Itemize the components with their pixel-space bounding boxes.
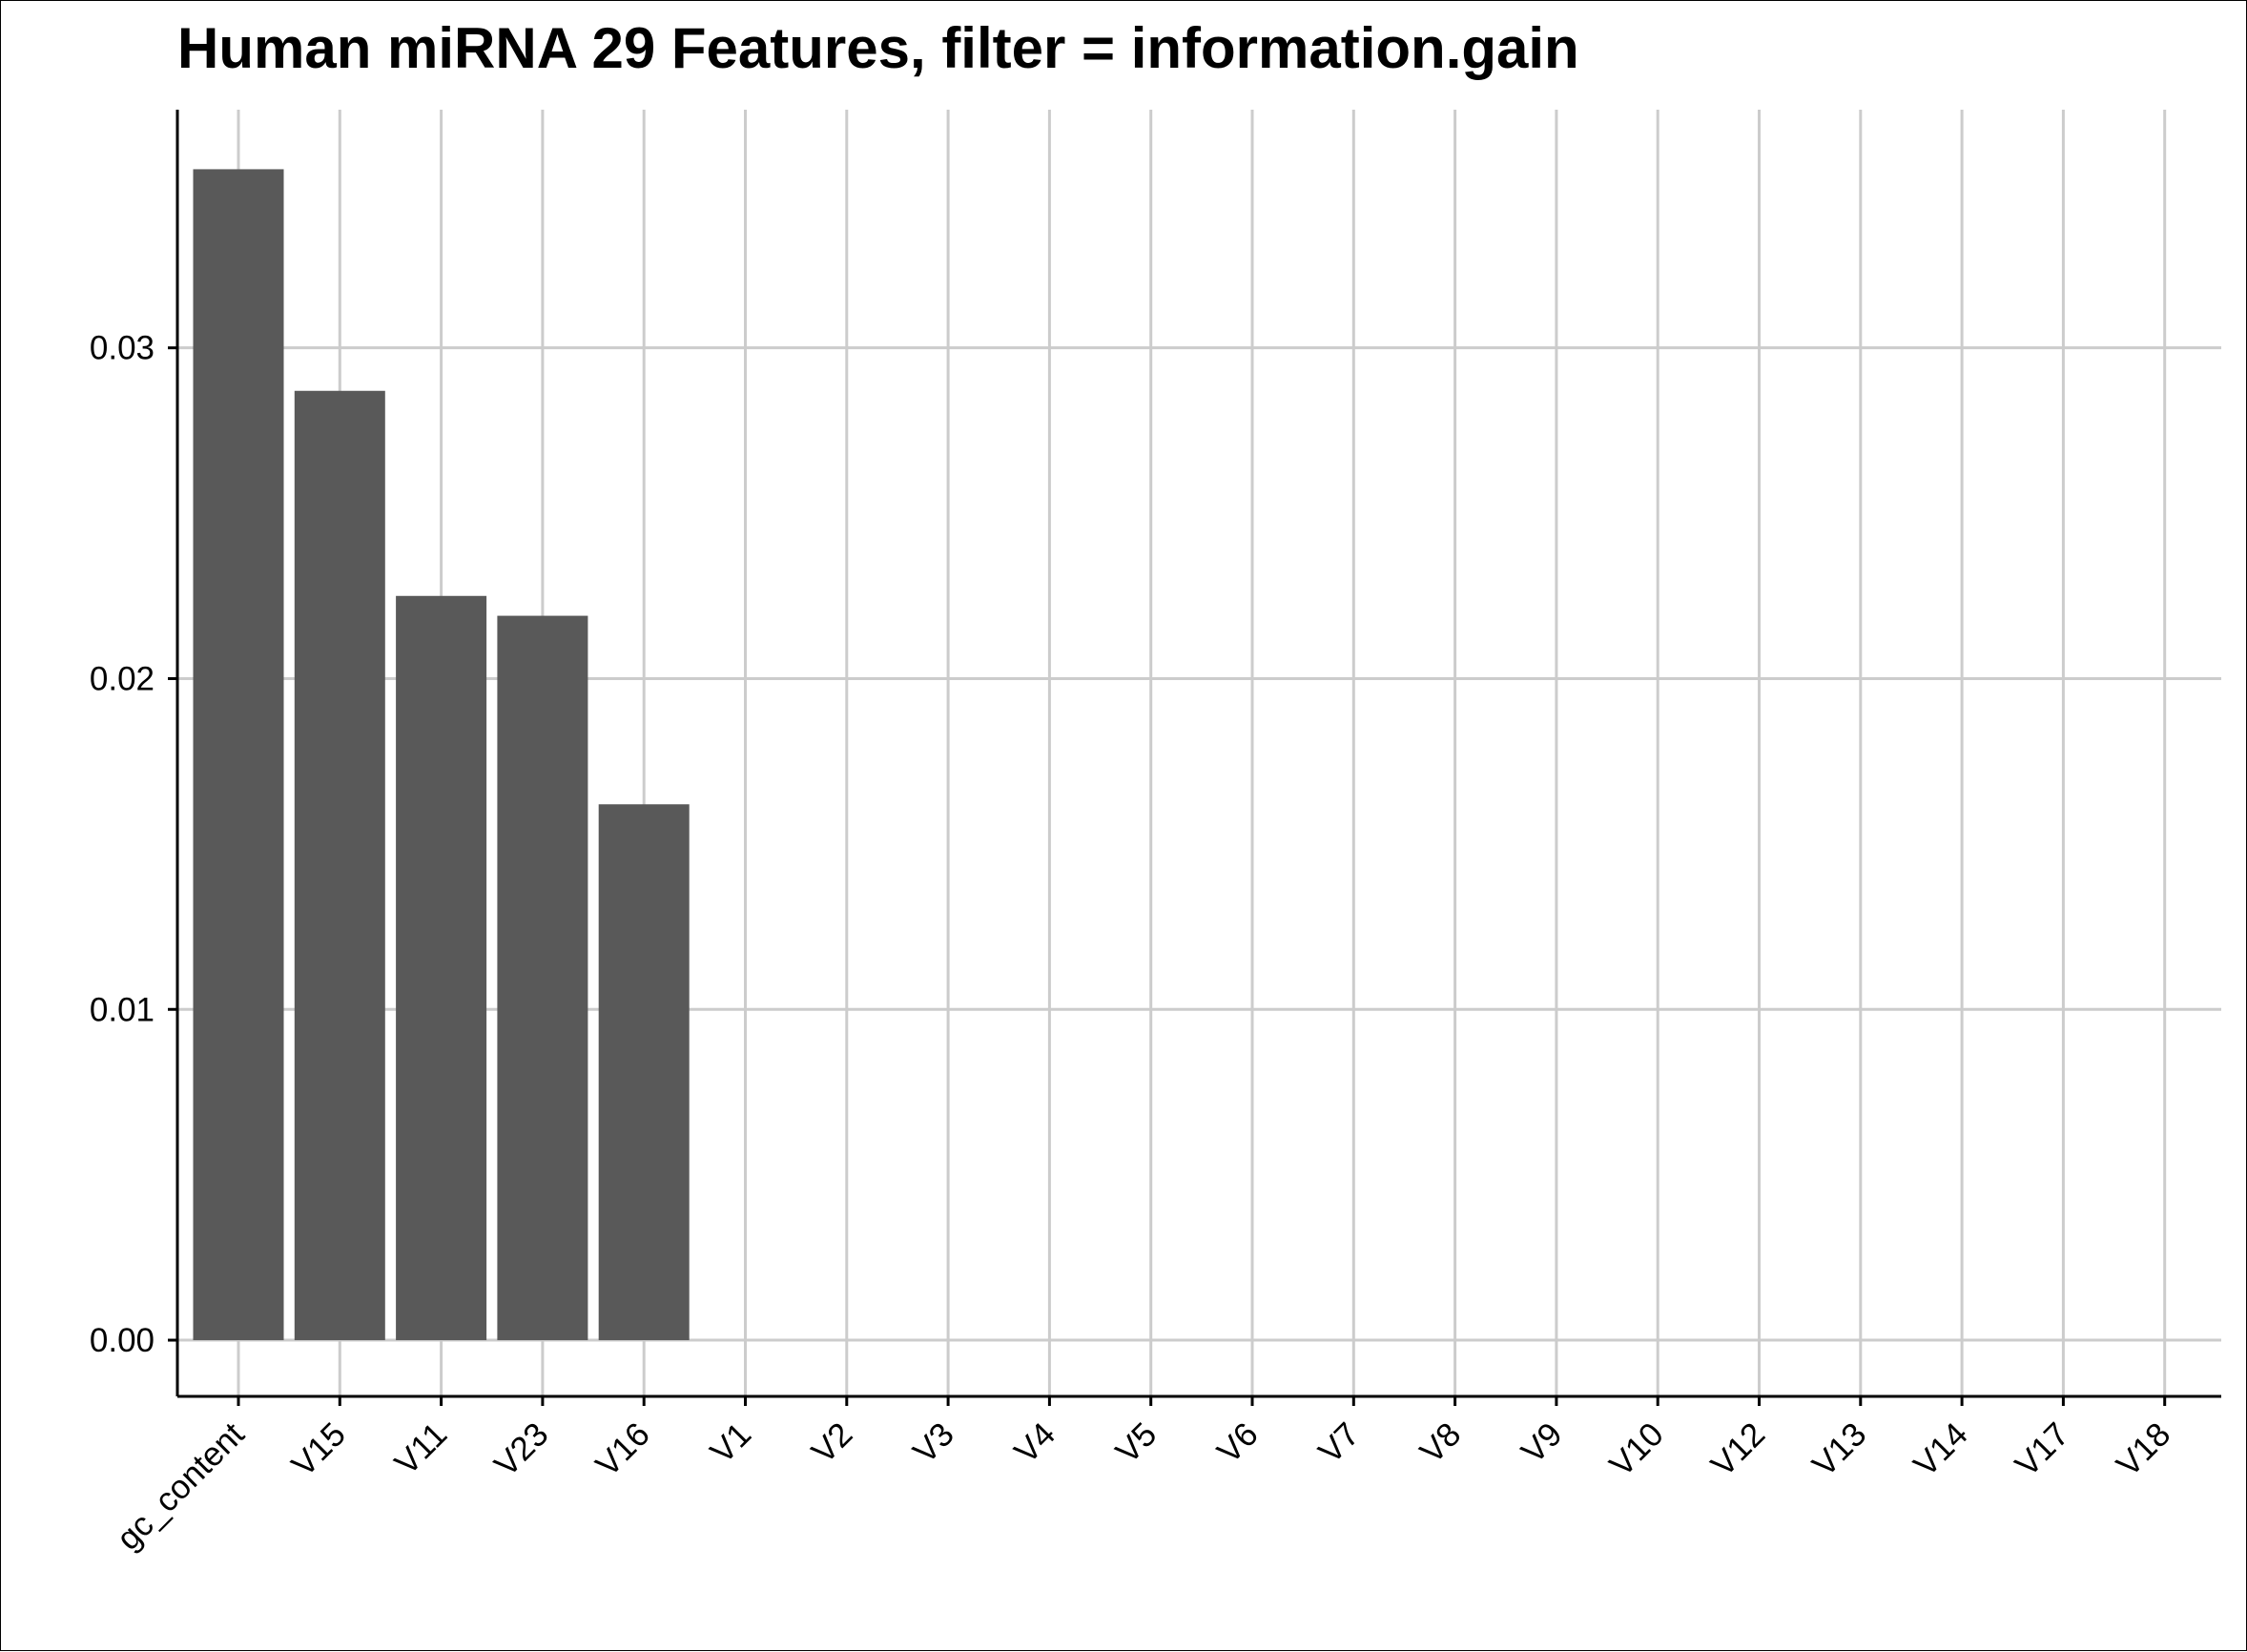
x-tick-label: V9: [1515, 1415, 1570, 1471]
x-tick-label: V23: [487, 1415, 556, 1484]
x-tick-label: V17: [2008, 1415, 2076, 1484]
x-tick-label: gc_content: [110, 1415, 252, 1558]
x-tick-label: V14: [1907, 1415, 1975, 1484]
grid-lines: [177, 110, 2221, 1396]
axes: [168, 110, 2221, 1406]
y-tick-label: 0.03: [90, 330, 155, 367]
bars: [193, 169, 690, 1341]
x-tick-label: V4: [1007, 1415, 1062, 1471]
x-tick-label: V5: [1109, 1415, 1165, 1471]
x-tick-label: V2: [805, 1415, 860, 1471]
x-tick-label: V11: [387, 1415, 454, 1482]
x-tick-label: V16: [588, 1415, 657, 1484]
bar-V11: [396, 595, 487, 1341]
x-tick-label: V13: [1805, 1415, 1874, 1484]
bar-V16: [598, 804, 690, 1341]
x-tick-label: V3: [906, 1415, 961, 1471]
bar-gc_content: [193, 169, 284, 1341]
y-tick-labels: 0.00 0.01 0.02 0.03: [90, 330, 155, 1359]
y-tick-label: 0.00: [90, 1322, 155, 1359]
x-tick-label: V12: [1704, 1415, 1773, 1484]
x-tick-label: V6: [1210, 1415, 1266, 1471]
x-tick-label: V1: [703, 1415, 758, 1471]
x-tick-label: V18: [2110, 1415, 2178, 1484]
x-tick-labels: gc_content V15 V11 V23 V16 V1 V2 V3 V4 V5 V6 V7 V8 V9…: [110, 1415, 2177, 1558]
bar-V23: [497, 615, 588, 1341]
y-tick-label: 0.02: [90, 660, 155, 697]
x-tick-label: V8: [1412, 1415, 1468, 1471]
chart-title: Human miRNA 29 Features, filter = inform…: [177, 16, 1579, 80]
y-tick-label: 0.01: [90, 991, 155, 1028]
bar-V15: [294, 390, 385, 1341]
x-tick-label: V15: [284, 1415, 353, 1484]
x-tick-label: V10: [1602, 1415, 1671, 1484]
x-tick-label: V7: [1311, 1415, 1367, 1471]
